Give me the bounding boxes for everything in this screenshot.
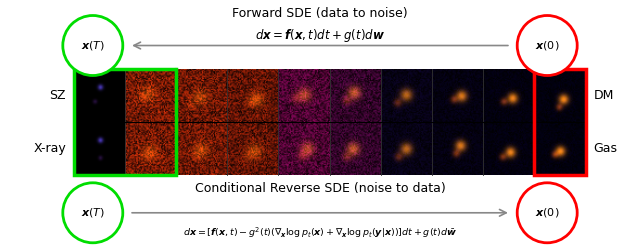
Text: Conditional Reverse SDE (noise to data): Conditional Reverse SDE (noise to data) (195, 182, 445, 195)
Ellipse shape (63, 183, 123, 243)
Bar (74, 69, 176, 175)
Ellipse shape (517, 183, 577, 243)
Ellipse shape (517, 15, 577, 76)
Bar (534, 69, 586, 175)
Text: $\boldsymbol{x}(0)$: $\boldsymbol{x}(0)$ (535, 206, 559, 219)
Text: $\boldsymbol{x}(T)$: $\boldsymbol{x}(T)$ (81, 206, 105, 219)
Text: Gas: Gas (593, 142, 617, 155)
Text: X-ray: X-ray (33, 142, 66, 155)
Text: $d\boldsymbol{x} = [\boldsymbol{f}(\boldsymbol{x},t) - g^2(t)(\nabla_{\boldsymbo: $d\boldsymbol{x} = [\boldsymbol{f}(\bold… (183, 225, 457, 240)
Text: $\boldsymbol{x}(T)$: $\boldsymbol{x}(T)$ (81, 39, 105, 52)
Text: DM: DM (593, 89, 614, 102)
Ellipse shape (63, 15, 123, 76)
Text: $d\boldsymbol{x} = \boldsymbol{f}(\boldsymbol{x},t)dt + g(t)d\boldsymbol{w}$: $d\boldsymbol{x} = \boldsymbol{f}(\bolds… (255, 27, 385, 44)
Text: $\boldsymbol{x}(0)$: $\boldsymbol{x}(0)$ (535, 39, 559, 52)
Text: SZ: SZ (49, 89, 66, 102)
Text: Forward SDE (data to noise): Forward SDE (data to noise) (232, 7, 408, 20)
